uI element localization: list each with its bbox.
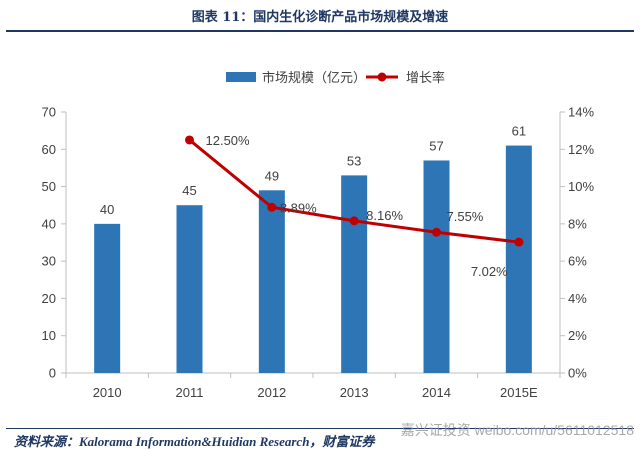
x-tick-label: 2013 [340,385,369,400]
y-left-tick-label: 0 [49,366,56,381]
x-tick-label: 2014 [422,385,451,400]
y-right-tick-label: 0% [568,366,587,381]
bar [505,145,532,373]
growth-rate-label: 8.16% [366,208,403,223]
growth-rate-label: 7.55% [447,209,484,224]
growth-rate-point [185,135,194,145]
bar [341,175,368,373]
growth-rate-point [349,216,359,226]
growth-rate-point [432,227,441,237]
bar-value-label: 53 [347,153,361,168]
growth-rate-label: 7.02% [471,264,508,279]
y-left-tick-label: 50 [42,179,56,194]
growth-rate-point [514,237,524,247]
legend-bar-label: 市场规模（亿元） [262,70,366,85]
bar-value-label: 45 [182,183,196,198]
y-right-tick-label: 12% [568,142,594,157]
y-right-tick-label: 6% [568,254,587,269]
y-left-tick-label: 20 [42,291,56,306]
x-tick-label: 2015E [500,385,538,400]
bar [176,205,203,373]
y-right-tick-label: 8% [568,216,587,231]
growth-rate-label: 12.50% [206,133,251,148]
y-left-tick-label: 60 [42,142,56,157]
bar-value-label: 57 [429,138,443,153]
x-tick-label: 2011 [176,385,204,400]
x-tick-label: 2012 [257,385,286,400]
growth-rate-point [267,202,277,212]
growth-rate-label: 8.89% [280,200,317,215]
legend: 市场规模（亿元） 增长率 [226,70,445,85]
y-left-tick-label: 10 [42,328,56,343]
bar [94,223,121,373]
y-right-tick-label: 4% [568,291,587,306]
y-right-tick-label: 2% [568,328,587,343]
y-right-tick-label: 10% [568,179,594,194]
y-left-tick-label: 40 [42,216,56,231]
combo-chart: 市场规模（亿元） 增长率 0 10 20 30 40 50 60 70 0% 2% 4% 6% 8% 10… [42,70,595,400]
legend-bar-swatch [226,72,256,82]
bar [258,190,285,373]
x-tick-label: 2010 [93,385,122,400]
legend-line-marker [377,72,387,82]
bar-value-label: 49 [265,168,279,183]
y-left-tick-label: 70 [42,105,56,120]
title-divider [6,30,634,32]
bar-value-label: 61 [512,124,526,139]
chart-figure-title: 图表 11：国内生化诊断产品市场规模及增速 [191,10,449,25]
source-note: 资料来源：Kalorama Information&Huidian Resear… [14,434,375,449]
y-right-tick-label: 14% [568,105,594,120]
legend-line-label: 增长率 [406,70,445,85]
bar [423,160,450,373]
source-divider [6,428,634,429]
y-left-tick-label: 30 [42,254,56,269]
watermark: 嘉兴证投资 weibo.com/u/5611012518 [400,422,634,438]
bar-value-label: 40 [100,202,114,217]
